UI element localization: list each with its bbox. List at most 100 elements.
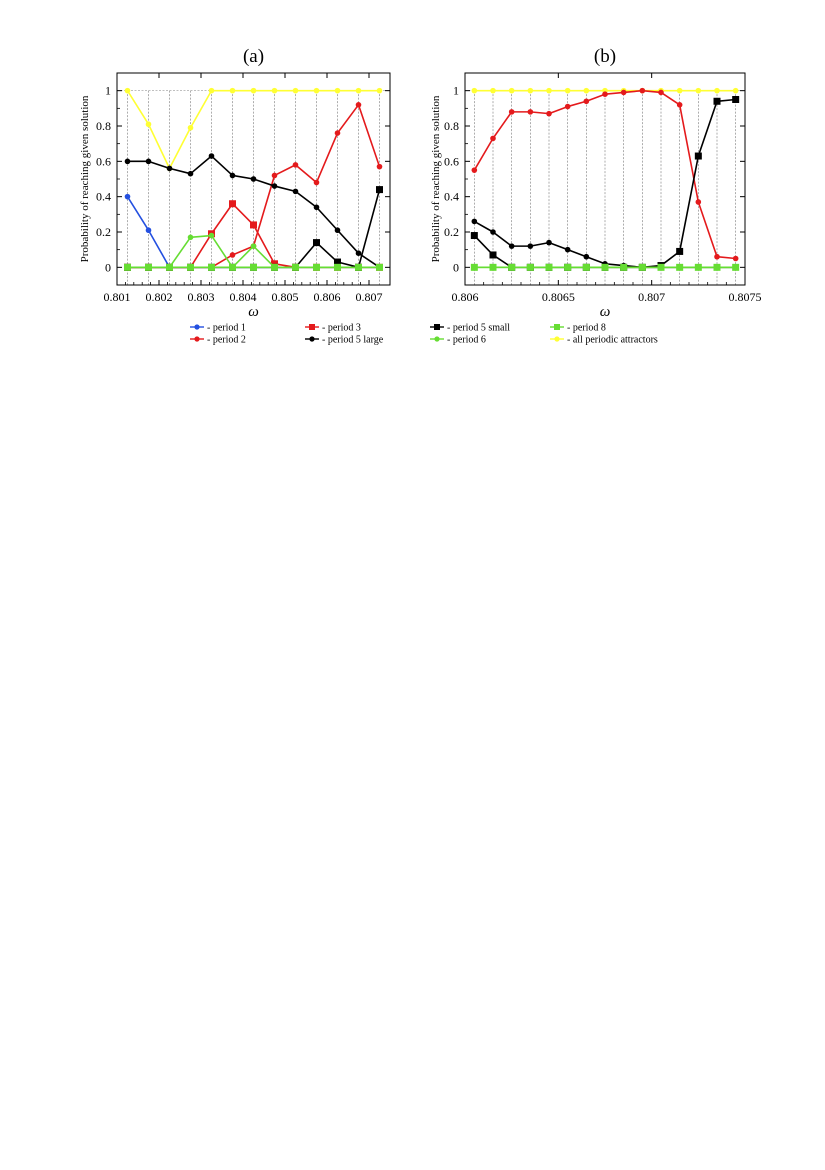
data-point xyxy=(582,263,590,271)
data-point xyxy=(187,170,194,177)
data-point xyxy=(376,186,383,194)
y-axis-label: Probability of reaching given solution xyxy=(79,95,91,262)
legend-label: - all periodic attractors xyxy=(567,335,658,346)
series-period-2 xyxy=(471,87,739,262)
data-point xyxy=(229,263,236,271)
data-point xyxy=(564,87,571,94)
legend-marker xyxy=(554,324,560,330)
data-point xyxy=(124,263,131,271)
data-point xyxy=(271,172,278,179)
x-axis-label: ω xyxy=(600,304,611,320)
legend-label: - period 1 xyxy=(207,323,246,334)
data-point xyxy=(313,239,320,247)
x-tick-label: 0.807 xyxy=(356,290,383,304)
x-ticks: 0.806 0.8065 0.807 0.8075 xyxy=(452,73,762,304)
legend-item-period-5-large: - period 5 large xyxy=(305,335,384,346)
data-point xyxy=(657,263,665,271)
data-point xyxy=(145,263,152,271)
data-point xyxy=(695,87,702,94)
data-point xyxy=(145,227,152,234)
data-point xyxy=(732,255,739,262)
legend-label: - period 5 large xyxy=(322,335,384,346)
data-point xyxy=(546,110,552,117)
data-point xyxy=(527,109,534,115)
legend-label: - period 5 small xyxy=(447,323,510,334)
data-point xyxy=(601,263,609,271)
data-point xyxy=(620,89,627,96)
data-point xyxy=(676,263,684,271)
legend-marker xyxy=(434,324,440,330)
data-point xyxy=(271,87,278,94)
y-axis-label: Probability of reaching given solution xyxy=(430,95,442,262)
data-point xyxy=(694,152,702,160)
data-point xyxy=(732,87,739,94)
legend-item-period-3: - period 3 xyxy=(305,323,361,334)
legend-marker xyxy=(554,336,560,342)
series-period-8 xyxy=(124,263,383,271)
data-point xyxy=(187,124,194,131)
data-point xyxy=(676,247,684,255)
legend-marker xyxy=(309,324,315,330)
data-point xyxy=(229,172,236,179)
data-point xyxy=(187,263,194,271)
x-tick-label: 0.806 xyxy=(452,290,479,304)
data-point xyxy=(508,243,515,249)
data-point xyxy=(208,263,215,271)
data-point xyxy=(376,87,383,94)
data-point xyxy=(355,250,362,256)
y-tick-label: 1 xyxy=(453,84,459,98)
data-point xyxy=(470,232,478,240)
data-point xyxy=(490,87,496,94)
data-point xyxy=(208,232,215,239)
legend-marker xyxy=(434,336,440,342)
legend-label: - period 3 xyxy=(322,323,361,334)
data-point xyxy=(713,263,721,271)
data-point xyxy=(166,165,173,172)
data-point xyxy=(639,87,646,94)
legend-item-period-8: - period 8 xyxy=(550,323,606,334)
data-point xyxy=(313,179,320,186)
legend-item-period-5-small: - period 5 small xyxy=(430,323,510,334)
data-point xyxy=(124,87,131,94)
data-point xyxy=(271,260,278,268)
data-point xyxy=(166,263,173,271)
x-tick-label: 0.803 xyxy=(188,290,215,304)
data-point xyxy=(250,176,257,182)
x-tick-label: 0.807 xyxy=(638,290,665,304)
data-point xyxy=(638,263,646,271)
data-point xyxy=(124,158,131,165)
data-point xyxy=(714,87,720,94)
data-point xyxy=(527,243,534,249)
y-ticks: 0 0.2 0.4 0.6 0.8 1 xyxy=(96,84,390,274)
y-tick-label: 0.4 xyxy=(96,190,111,204)
data-point xyxy=(583,98,590,105)
data-point xyxy=(187,234,194,241)
x-axis-label: ω xyxy=(248,304,259,320)
data-point xyxy=(489,251,497,259)
data-point xyxy=(508,109,515,115)
data-point xyxy=(292,263,299,271)
x-tick-label: 0.8075 xyxy=(729,290,762,304)
data-point xyxy=(355,263,362,271)
data-point xyxy=(334,263,341,271)
data-point xyxy=(713,97,721,105)
data-point xyxy=(732,263,740,271)
data-point xyxy=(250,221,257,229)
y-tick-label: 0.8 xyxy=(444,119,459,133)
series-period-8 xyxy=(470,263,740,271)
data-point xyxy=(250,243,257,249)
data-point xyxy=(546,87,552,94)
data-point xyxy=(376,263,383,271)
data-point xyxy=(313,263,320,271)
y-tick-label: 0.8 xyxy=(96,119,111,133)
data-point xyxy=(583,87,590,94)
data-point xyxy=(313,87,320,94)
data-point xyxy=(564,246,571,253)
data-point xyxy=(334,227,341,234)
data-point xyxy=(313,204,320,211)
data-point xyxy=(208,153,215,159)
data-point xyxy=(334,258,341,266)
data-point xyxy=(470,263,478,271)
data-point xyxy=(124,193,131,200)
legend-marker xyxy=(309,336,315,342)
